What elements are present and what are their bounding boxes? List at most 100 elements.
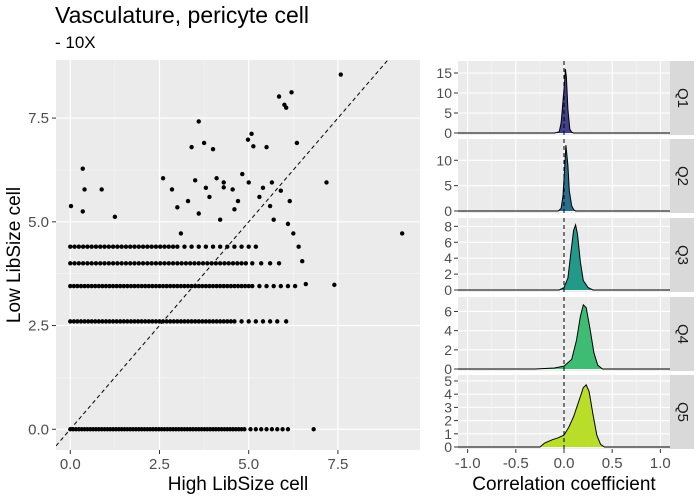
scatter-point: [399, 231, 405, 236]
scatter-point: [240, 171, 245, 177]
scatter-point: [125, 283, 130, 289]
scatter-point: [250, 283, 255, 289]
scatter-point: [89, 261, 94, 266]
scatter-point: [110, 283, 116, 289]
density-x-tick-label: 1.0: [650, 455, 671, 472]
scatter-point: [68, 203, 74, 209]
scatter-point: [171, 319, 176, 324]
scatter-point: [258, 261, 264, 266]
facet-strip: [670, 218, 694, 292]
density-area-q3: [559, 224, 593, 290]
scatter-point: [210, 319, 216, 324]
scatter-point: [192, 261, 197, 266]
scatter-point: [166, 244, 171, 249]
scatter-point: [114, 319, 119, 324]
scatter-point: [228, 283, 234, 289]
scatter-point: [280, 427, 285, 432]
density-y-tick-label: 15: [436, 65, 452, 81]
scatter-point: [250, 261, 255, 266]
scatter-point: [196, 319, 201, 324]
scatter-point: [311, 427, 316, 432]
scatter-x-tick-label: 0.0: [60, 456, 81, 473]
scatter-point: [112, 214, 118, 220]
scatter-point: [98, 261, 103, 266]
scatter-point: [132, 244, 137, 249]
scatter-point: [128, 319, 134, 324]
scatter-point: [332, 282, 337, 288]
scatter-point: [232, 207, 237, 212]
scatter-point: [175, 244, 180, 249]
scatter-point: [196, 261, 201, 266]
scatter-point: [80, 166, 85, 171]
scatter-point: [200, 283, 205, 289]
scatter-point: [338, 72, 343, 77]
scatter-point: [207, 319, 212, 324]
scatter-point: [72, 244, 77, 249]
scatter-point: [68, 283, 73, 289]
scatter-point: [128, 261, 133, 266]
scatter-point: [210, 244, 216, 249]
scatter-point: [82, 283, 87, 289]
scatter-point: [102, 261, 107, 266]
density-y-tick-label: 0: [444, 439, 452, 455]
scatter-point: [185, 319, 191, 324]
scatter-point: [285, 283, 291, 289]
scatter-point: [136, 244, 141, 249]
scatter-point: [71, 283, 77, 289]
scatter-point: [169, 187, 175, 192]
scatter-point: [283, 105, 289, 110]
scatter-point: [178, 319, 184, 324]
scatter-point: [93, 319, 98, 324]
scatter-point: [140, 244, 146, 249]
scatter-point: [192, 178, 198, 183]
scatter-point: [258, 427, 264, 432]
scatter-point: [115, 244, 120, 249]
scatter-point: [178, 283, 184, 289]
density-y-tick-label: 5: [444, 178, 452, 194]
scatter-point: [201, 140, 207, 146]
scatter-point: [157, 319, 162, 324]
scatter-point: [89, 244, 94, 249]
scatter-point: [207, 194, 212, 200]
scatter-point: [110, 319, 116, 324]
scatter-point: [110, 261, 116, 266]
scatter-point: [196, 283, 201, 289]
chart-title: Vasculature, pericyte cell: [55, 2, 309, 28]
scatter-point: [294, 140, 300, 146]
scatter-point: [264, 427, 269, 432]
scatter-point: [226, 261, 231, 266]
scatter-point: [230, 261, 236, 266]
scatter-point: [89, 283, 94, 289]
scatter-point: [253, 427, 259, 432]
scatter-point: [257, 194, 262, 200]
scatter-point: [228, 319, 234, 324]
scatter-point: [128, 244, 133, 249]
facet-strip-label: Q2: [674, 166, 691, 186]
scatter-y-tick-label: 0.0: [28, 421, 49, 438]
scatter-point: [179, 261, 184, 266]
facet-strip: [670, 139, 694, 213]
scatter-point: [203, 185, 209, 190]
scatter-point: [136, 261, 141, 266]
facet-strip-label: Q5: [674, 402, 691, 422]
scatter-point: [235, 198, 241, 204]
scatter-y-tick-label: 2.5: [28, 318, 49, 335]
scatter-point: [71, 319, 77, 324]
scatter-point: [221, 319, 226, 324]
scatter-point: [276, 94, 282, 99]
density-x-tick-label: 0.5: [602, 455, 623, 472]
density-area-q2: [558, 145, 576, 211]
scatter-point: [115, 261, 120, 266]
scatter-point: [278, 283, 284, 289]
scatter-x-tick-label: 5.0: [238, 456, 259, 473]
density-y-tick-label: 6: [444, 234, 452, 250]
density-curve-q1: [458, 68, 670, 134]
scatter-point: [162, 261, 167, 266]
scatter-point: [145, 261, 150, 266]
scatter-point: [246, 180, 251, 185]
scatter-point: [205, 261, 210, 266]
scatter-point: [93, 244, 99, 249]
scatter-point: [98, 244, 103, 249]
scatter-point: [150, 319, 155, 324]
